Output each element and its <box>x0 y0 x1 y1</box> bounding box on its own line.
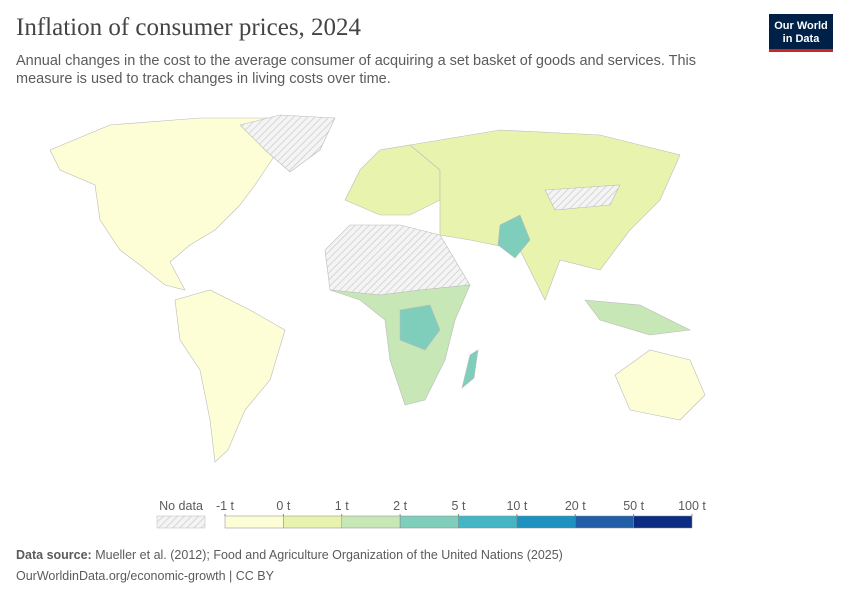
title: Inflation of consumer prices, 2024 <box>16 14 362 41</box>
legend-bin <box>224 515 284 529</box>
no-data-swatch <box>156 515 206 529</box>
legend-tick-label: 5 t <box>452 499 466 513</box>
southeast-asia[interactable] <box>584 299 692 336</box>
source: Data source: Mueller et al. (2012); Food… <box>16 548 563 562</box>
legend-bin <box>516 515 576 529</box>
pakistan[interactable] <box>497 214 531 259</box>
source-label: Data source: <box>16 548 92 562</box>
legend-tick-label: 10 t <box>506 499 527 513</box>
legend-tick-label: 50 t <box>623 499 644 513</box>
logo[interactable]: Our World in Data <box>769 14 833 52</box>
south-america[interactable] <box>174 289 286 463</box>
legend-bin <box>575 515 634 529</box>
logo-line: Our World <box>774 20 828 32</box>
source-text: Mueller et al. (2012); Food and Agricult… <box>95 548 563 562</box>
legend-tick-label: 100 t <box>678 499 706 513</box>
legend-tick-label: 1 t <box>335 499 349 513</box>
legend-tick-label: 20 t <box>565 499 586 513</box>
legend: No data -1 t 0 t 1 t 2 t 5 t 10 t 20 t 50 t 100 … <box>156 499 706 529</box>
mongolia[interactable] <box>544 184 621 211</box>
url[interactable]: OurWorldinData.org/economic-growth | CC … <box>16 569 274 583</box>
greenland[interactable] <box>239 114 336 173</box>
north-america[interactable] <box>49 117 286 291</box>
legend-tick-label: 2 t <box>393 499 407 513</box>
legend-bin <box>399 515 459 529</box>
legend-tick-label: 0 t <box>276 499 290 513</box>
madagascar[interactable] <box>461 349 479 389</box>
central-africa[interactable] <box>329 284 471 406</box>
subtitle: Annual changes in the cost to the averag… <box>16 53 697 87</box>
countries <box>49 114 706 463</box>
asia[interactable] <box>409 129 681 301</box>
legend-bin <box>283 515 342 529</box>
australia[interactable] <box>614 349 706 421</box>
legend-bin <box>341 515 401 529</box>
dr-congo[interactable] <box>399 304 441 351</box>
logo-line: in Data <box>782 33 820 45</box>
legend-bin <box>633 515 693 529</box>
no-data-label: No data <box>159 499 203 513</box>
legend-bin <box>458 515 518 529</box>
legend-tick-label: -1 t <box>216 499 235 513</box>
